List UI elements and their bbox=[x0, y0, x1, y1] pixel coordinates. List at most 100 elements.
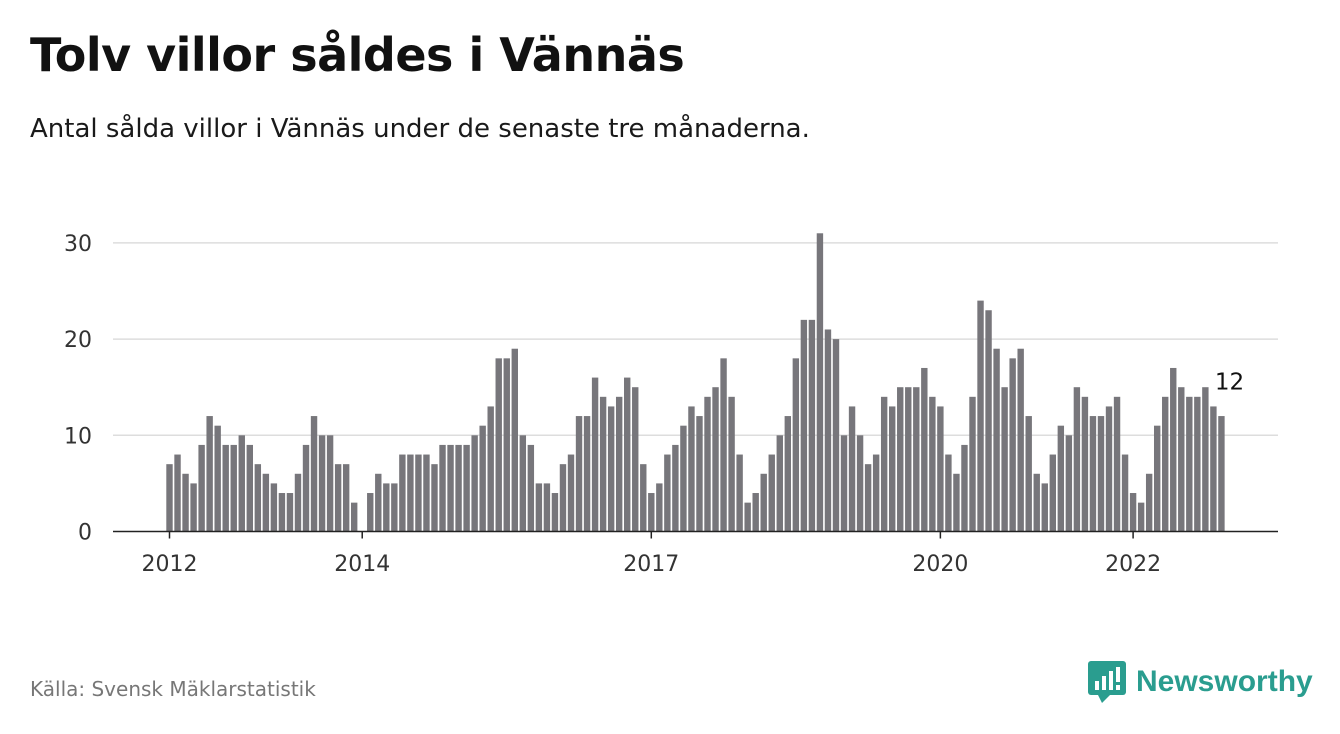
y-tick-label: 30 bbox=[64, 232, 92, 257]
bar bbox=[985, 310, 992, 532]
bar bbox=[648, 493, 655, 532]
bar bbox=[1057, 425, 1065, 532]
bar bbox=[929, 396, 936, 532]
bar bbox=[632, 387, 639, 532]
bar bbox=[913, 387, 920, 532]
bar bbox=[1170, 367, 1177, 532]
bar bbox=[680, 425, 687, 532]
bar bbox=[1137, 502, 1145, 532]
bar bbox=[897, 387, 904, 532]
bar bbox=[1113, 396, 1121, 532]
bar bbox=[495, 358, 502, 532]
bar bbox=[455, 444, 462, 532]
bar bbox=[367, 493, 374, 532]
bar bbox=[262, 473, 270, 532]
bar bbox=[1202, 387, 1209, 532]
bar bbox=[463, 444, 470, 532]
bar bbox=[166, 464, 173, 532]
bar bbox=[921, 367, 928, 532]
bar bbox=[736, 454, 743, 532]
bar bbox=[1178, 387, 1185, 532]
bar bbox=[624, 377, 631, 532]
bar-chart: 0 10 20 30 12 2012 2014 2017 2020 2022 bbox=[64, 232, 1278, 577]
bar bbox=[423, 454, 430, 532]
bar bbox=[961, 444, 968, 532]
bar bbox=[792, 358, 800, 532]
bar bbox=[1049, 454, 1056, 532]
bar bbox=[1065, 435, 1073, 532]
bar bbox=[993, 348, 1000, 532]
bar bbox=[190, 483, 197, 532]
newsworthy-logo-icon bbox=[1088, 661, 1126, 703]
bar bbox=[656, 483, 663, 532]
bar bbox=[977, 300, 984, 532]
bar bbox=[672, 444, 679, 532]
bar bbox=[182, 473, 189, 532]
bar bbox=[889, 406, 896, 532]
bar bbox=[471, 435, 478, 532]
bar bbox=[937, 406, 944, 532]
bar bbox=[567, 454, 575, 532]
chart-title: Tolv villor såldes i Vännäs bbox=[30, 28, 685, 82]
bar bbox=[575, 416, 583, 532]
bar bbox=[1033, 473, 1040, 532]
bar bbox=[1025, 416, 1032, 532]
source-note: Källa: Svensk Mäklarstatistik bbox=[30, 677, 316, 701]
bar bbox=[712, 387, 719, 532]
bar bbox=[800, 319, 808, 532]
bar bbox=[503, 358, 510, 532]
bar bbox=[479, 425, 486, 532]
bar bbox=[246, 444, 253, 532]
bar bbox=[487, 406, 494, 532]
x-tick-label: 2014 bbox=[334, 552, 390, 577]
bar bbox=[326, 435, 334, 532]
bar bbox=[744, 502, 751, 532]
bar bbox=[1001, 387, 1008, 532]
bar bbox=[1210, 406, 1217, 532]
bar bbox=[238, 435, 245, 532]
bar bbox=[318, 435, 326, 532]
bar bbox=[760, 473, 767, 532]
bar bbox=[214, 425, 221, 532]
bar bbox=[848, 406, 856, 532]
bar bbox=[583, 416, 591, 532]
bar bbox=[174, 454, 181, 532]
bar bbox=[543, 483, 551, 532]
bar bbox=[383, 483, 390, 532]
highlight-value-label: 12 bbox=[1215, 370, 1244, 396]
bar bbox=[278, 493, 286, 532]
x-tick-label: 2012 bbox=[142, 552, 198, 577]
x-tick-label: 2020 bbox=[912, 552, 968, 577]
bar bbox=[720, 358, 727, 532]
bar bbox=[1162, 396, 1169, 532]
bar bbox=[816, 233, 824, 532]
bar bbox=[342, 464, 350, 532]
bar bbox=[206, 416, 213, 532]
bar bbox=[664, 454, 671, 532]
bar bbox=[511, 348, 518, 532]
bar bbox=[294, 473, 302, 532]
bar bbox=[1081, 396, 1089, 532]
bar bbox=[527, 444, 535, 532]
bar bbox=[535, 483, 543, 532]
x-tick-label: 2022 bbox=[1105, 552, 1161, 577]
bar bbox=[391, 483, 398, 532]
bar bbox=[607, 406, 615, 532]
bar bbox=[1073, 387, 1081, 532]
bar bbox=[728, 396, 735, 532]
bar bbox=[1017, 348, 1024, 532]
bar bbox=[1121, 454, 1129, 532]
bar bbox=[1218, 416, 1225, 532]
bar bbox=[439, 444, 446, 532]
bar bbox=[519, 435, 527, 532]
bar bbox=[808, 319, 816, 532]
bar bbox=[551, 493, 559, 532]
bar bbox=[1009, 358, 1016, 532]
bar bbox=[302, 444, 310, 532]
bar bbox=[254, 464, 262, 532]
bar bbox=[1194, 396, 1201, 532]
chart-subtitle: Antal sålda villor i Vännäs under de sen… bbox=[30, 114, 810, 144]
bar bbox=[945, 454, 952, 532]
bar bbox=[864, 464, 872, 532]
bar bbox=[350, 502, 358, 532]
